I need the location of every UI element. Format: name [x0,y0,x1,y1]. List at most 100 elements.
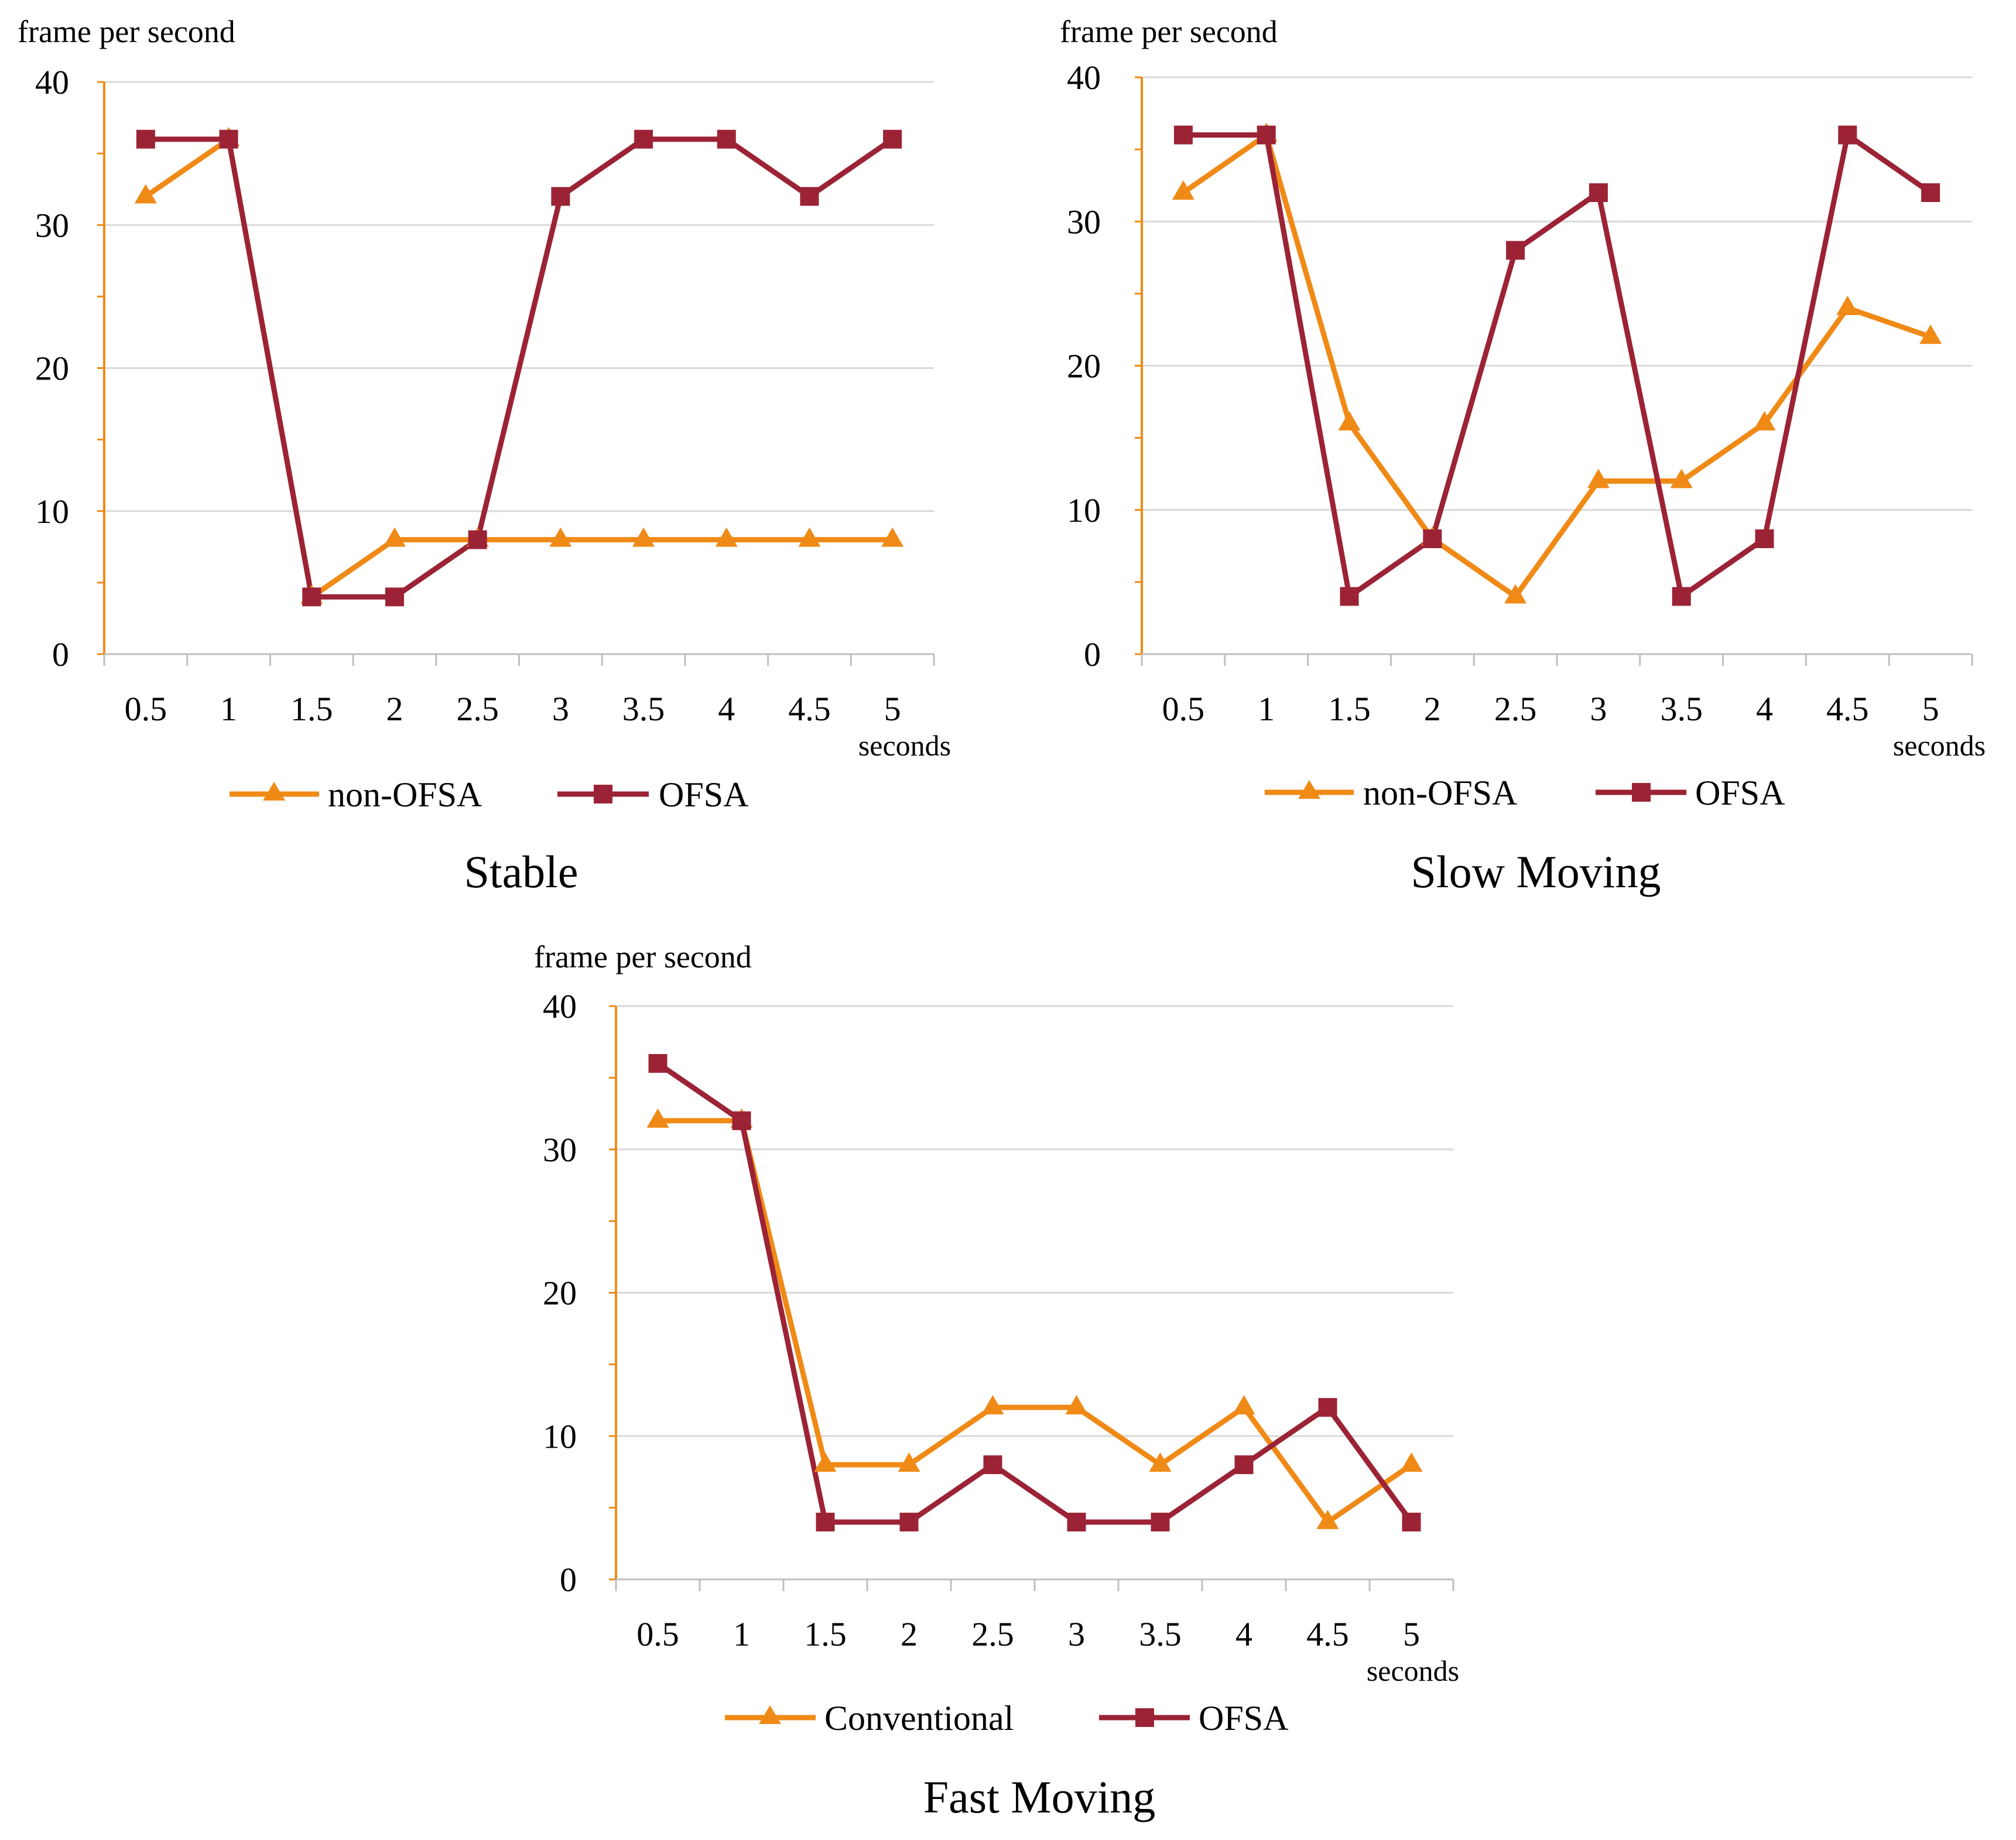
y-tick-label: 10 [1067,491,1101,529]
chart-svg-slow-moving: frame per second 0 10 20 30 40 0.5 1 1.5 2 2.5 3 3… [1060,14,1986,897]
data-point [715,527,738,547]
x-tick-label: 4 [1235,1615,1252,1653]
chart-caption: Stable [464,846,579,897]
x-tick-label: 0.5 [125,690,167,728]
series-group [134,126,904,607]
data-point [136,129,155,149]
x-tick-label: 2.5 [1494,690,1537,728]
data-point [1753,411,1776,430]
x-axis-unit-label: seconds [858,729,951,762]
x-tick-label: 0.5 [636,1615,679,1653]
y-tick-label: 40 [1067,59,1101,97]
x-tick-label: 3.5 [1660,690,1703,728]
legend-label-series-2: OFSA [1695,774,1785,812]
data-point [898,1452,920,1472]
legend-label-series-1: non-OFSA [328,775,482,814]
x-tick-label: 3.5 [1139,1615,1182,1653]
data-point [1172,180,1194,200]
y-tick-labels: 0 10 20 30 40 [543,987,577,1599]
data-point [1423,529,1442,548]
series-line-non-ofsa [1182,132,1932,599]
chart-panel-slow-moving: frame per second 0 10 20 30 40 0.5 1 1.5 2 2.5 3 3… [1031,0,2016,914]
y-tick-label: 20 [1067,347,1101,385]
data-point [1670,468,1693,488]
legend-label-series-1: Conventional [824,1699,1014,1738]
y-tick-label: 10 [543,1417,577,1455]
x-tick-label: 0.5 [1162,690,1204,728]
gridlines [616,1005,1453,1437]
y-tick-label: 20 [543,1274,577,1312]
y-tick-label: 40 [35,63,69,101]
legend-marker-triangle [1298,780,1320,799]
data-point [899,1513,919,1532]
data-point [1589,183,1608,202]
y-tick-label: 30 [35,206,69,244]
data-point [383,527,406,547]
chart-svg-stable: frame per second 0 10 20 30 40 0.5 1 1.5 2 2.5 3 3… [18,14,951,897]
data-point [1919,324,1942,344]
data-point [468,530,487,549]
x-tick-label: 1 [220,690,237,728]
data-point [1233,1395,1255,1415]
x-axis-unit-label: seconds [1367,1654,1459,1687]
x-tick-label: 5 [1922,690,1939,728]
x-tick-label: 2.5 [456,690,499,728]
x-tick-label: 5 [884,690,901,728]
data-point [1149,1452,1172,1472]
y-tick-label: 20 [35,350,69,388]
y-tick-label: 30 [543,1131,577,1169]
series-group [1172,122,1942,606]
data-point [814,1452,837,1472]
data-point [983,1455,1002,1475]
legend: Conventional OFSA [725,1699,1288,1738]
x-tick-labels: 0.5 1 1.5 2 2.5 3 3.5 4 4.5 5 [125,690,901,728]
y-tick-label: 10 [35,493,69,531]
data-point [551,187,570,206]
data-point [1838,125,1857,145]
axes [609,1005,1454,1591]
data-point [1755,529,1774,548]
legend-label-series-2: OFSA [1199,1699,1288,1738]
series-line-ofsa [656,1061,1414,1525]
data-point [800,187,819,206]
y-tick-label: 0 [560,1561,577,1599]
data-point [1504,584,1527,604]
data-point [1318,1398,1337,1417]
y-axis-label: frame per second [534,939,752,974]
data-point [634,129,653,149]
series-line-ofsa [145,136,894,600]
axes [1135,76,1973,666]
data-point [1587,468,1610,488]
data-point [632,527,655,547]
x-tick-label: 3 [1068,1615,1085,1653]
data-point [1400,1452,1423,1472]
chart-caption: Slow Moving [1411,846,1661,897]
data-point [1234,1455,1254,1475]
data-point [1316,1510,1339,1530]
legend-marker-triangle [263,782,285,801]
x-tick-labels: 0.5 1 1.5 2 2.5 3 3.5 4 4.5 5 [636,1615,1420,1653]
data-point [1402,1513,1421,1532]
data-point [385,587,404,607]
x-tick-label: 1 [733,1615,750,1653]
data-point [1921,183,1940,202]
y-tick-label: 30 [1067,203,1101,241]
x-tick-label: 4.5 [788,690,831,728]
chart-panel-stable: frame per second 0 10 20 30 40 0.5 1 1.5 2 2.5 3 3… [0,0,1025,914]
data-point [1173,125,1193,145]
series-line-ofsa [1183,132,1932,599]
x-tick-label: 1.5 [804,1615,847,1653]
x-tick-label: 4 [1756,690,1773,728]
data-point [1065,1395,1088,1415]
y-tick-labels: 0 10 20 30 40 [35,63,69,673]
data-point [648,1054,668,1073]
data-point [883,129,902,149]
data-point [219,129,238,149]
x-tick-label: 3 [1590,690,1607,728]
y-tick-label: 40 [543,987,577,1025]
data-point [1506,241,1525,260]
x-tick-label: 3 [552,690,569,728]
x-tick-labels: 0.5 1 1.5 2 2.5 3 3.5 4 4.5 5 [1162,690,1939,728]
data-point [881,527,904,547]
data-point [717,129,736,149]
